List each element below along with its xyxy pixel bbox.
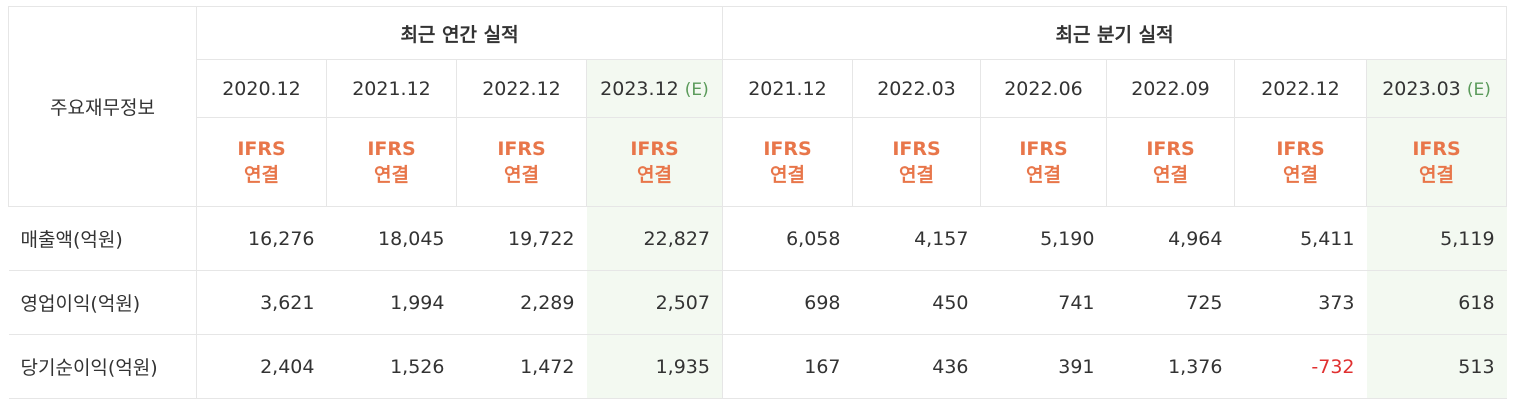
row-label: 당기순이익(억원) <box>8 334 197 399</box>
value-cell: 436 <box>852 334 981 399</box>
basis: IFRS <box>763 138 812 160</box>
period: 2022.12 <box>1261 77 1340 100</box>
basis-header: IFRS 연결 <box>1234 117 1367 207</box>
period: 2022.09 <box>1131 77 1210 100</box>
basis-header: IFRS 연결 <box>326 117 457 207</box>
consolidation: 연결 <box>637 164 672 186</box>
basis-header: IFRS 연결 <box>586 117 723 207</box>
basis-row: IFRS 연결 IFRS 연결 IFRS 연결 IFRS 연결 IFRS 연결 IFRS 연결 IFRS… <box>9 117 1508 207</box>
period: 2021.12 <box>352 77 431 100</box>
period: 2022.12 <box>482 77 561 100</box>
basis-header: IFRS 연결 <box>980 117 1107 207</box>
value-cell: 391 <box>980 334 1107 399</box>
period-header: 2023.12 (E) <box>586 59 723 118</box>
value-cell: 1,376 <box>1106 334 1235 399</box>
basis: IFRS <box>630 138 679 160</box>
period: 2021.12 <box>748 77 827 100</box>
consolidation: 연결 <box>1153 164 1188 186</box>
consolidation: 연결 <box>1419 164 1455 186</box>
value-cell: 22,827 <box>586 206 723 271</box>
basis: IFRS <box>892 138 941 160</box>
value-cell: 741 <box>980 270 1107 335</box>
value-cell: 1,472 <box>456 334 587 399</box>
data-row: 매출액(억원) 16,276 18,045 19,722 22,827 6,058 4,15… <box>8 206 1507 271</box>
value-cell: 1,526 <box>326 334 457 399</box>
value-cell: 1,994 <box>326 270 457 335</box>
basis-header: IFRS 연결 <box>1106 117 1235 207</box>
consolidation: 연결 <box>770 164 805 186</box>
period-header: 2021.12 <box>326 59 457 118</box>
period: 2022.03 <box>877 77 956 100</box>
value-cell: 5,411 <box>1234 206 1367 271</box>
value-cell: 698 <box>722 270 853 335</box>
value-cell: 2,289 <box>456 270 587 335</box>
period-header: 2020.12 <box>196 59 327 118</box>
value-cell: 1,935 <box>586 334 723 399</box>
value-cell: 2,507 <box>586 270 723 335</box>
table-body: 주요재무정보 최근 연간 실적 최근 분기 실적 2020.12 2021.12 2022… <box>8 6 1508 399</box>
data-row: 영업이익(억원) 3,621 1,994 2,289 2,507 698 450 741 725… <box>8 270 1507 335</box>
group-header: 최근 연간 실적 <box>196 6 723 60</box>
value-cell: 19,722 <box>456 206 587 271</box>
consolidation: 연결 <box>1026 164 1061 186</box>
basis-header: IFRS 연결 <box>852 117 981 207</box>
value-cell: 6,058 <box>722 206 853 271</box>
period-header: 2023.03 (E) <box>1365 59 1508 118</box>
value-cell: 3,621 <box>196 270 327 335</box>
value-cell: 725 <box>1106 270 1235 335</box>
consolidation: 연결 <box>244 164 279 186</box>
consolidation: 연결 <box>504 164 539 186</box>
period-header: 2022.12 <box>1234 59 1367 118</box>
value-cell: 373 <box>1234 270 1367 335</box>
group-header-row: 주요재무정보 최근 연간 실적 최근 분기 실적 <box>8 6 1508 207</box>
data-row: 당기순이익(억원) 2,404 1,526 1,472 1,935 167 436 391 1,… <box>8 334 1507 399</box>
period-header: 2022.09 <box>1106 59 1235 118</box>
period: 2023.12 <box>600 77 679 100</box>
value-cell: 16,276 <box>196 206 327 271</box>
value-cell: 18,045 <box>326 206 457 271</box>
period: 2020.12 <box>222 77 301 100</box>
basis: IFRS <box>1276 138 1325 160</box>
group-header: 최근 분기 실적 <box>721 6 1508 60</box>
basis: IFRS <box>367 138 416 160</box>
basis-header: IFRS 연결 <box>722 117 853 207</box>
estimate-mark: (E) <box>1466 79 1491 100</box>
value-cell: 5,119 <box>1366 206 1507 271</box>
basis-header: IFRS 연결 <box>196 117 327 207</box>
financial-table: 주요재무정보 최근 연간 실적 최근 분기 실적 2020.12 2021.12 2022… <box>8 6 1508 399</box>
period-row: 2020.12 2021.12 2022.12 2023.12 (E) 2021.12 2… <box>9 59 1508 118</box>
basis: IFRS <box>497 138 546 160</box>
value-cell: 2,404 <box>196 334 327 399</box>
basis: IFRS <box>237 138 286 160</box>
value-cell: 4,157 <box>852 206 981 271</box>
value-cell: 513 <box>1366 334 1507 399</box>
basis-header: IFRS 연결 <box>1365 117 1508 207</box>
consolidation: 연결 <box>374 164 409 186</box>
row-label: 매출액(억원) <box>8 206 197 271</box>
value-cell: 167 <box>722 334 853 399</box>
basis: IFRS <box>1412 138 1461 160</box>
period-header: 2021.12 <box>722 59 853 118</box>
basis-header: IFRS 연결 <box>456 117 587 207</box>
consolidation: 연결 <box>1283 164 1318 186</box>
value-cell: -732 <box>1234 334 1367 399</box>
consolidation: 연결 <box>899 164 934 186</box>
period-header: 2022.06 <box>980 59 1107 118</box>
basis: IFRS <box>1146 138 1195 160</box>
value-cell: 618 <box>1366 270 1507 335</box>
estimate-mark: (E) <box>684 79 709 100</box>
row-label: 영업이익(억원) <box>8 270 197 335</box>
period-header: 2022.03 <box>852 59 981 118</box>
value-cell: 4,964 <box>1106 206 1235 271</box>
basis: IFRS <box>1019 138 1068 160</box>
period: 2022.06 <box>1004 77 1083 100</box>
period-header: 2022.12 <box>456 59 587 118</box>
period: 2023.03 <box>1382 77 1461 100</box>
value-cell: 5,190 <box>980 206 1107 271</box>
value-cell: 450 <box>852 270 981 335</box>
row-label-header: 주요재무정보 <box>8 6 197 207</box>
